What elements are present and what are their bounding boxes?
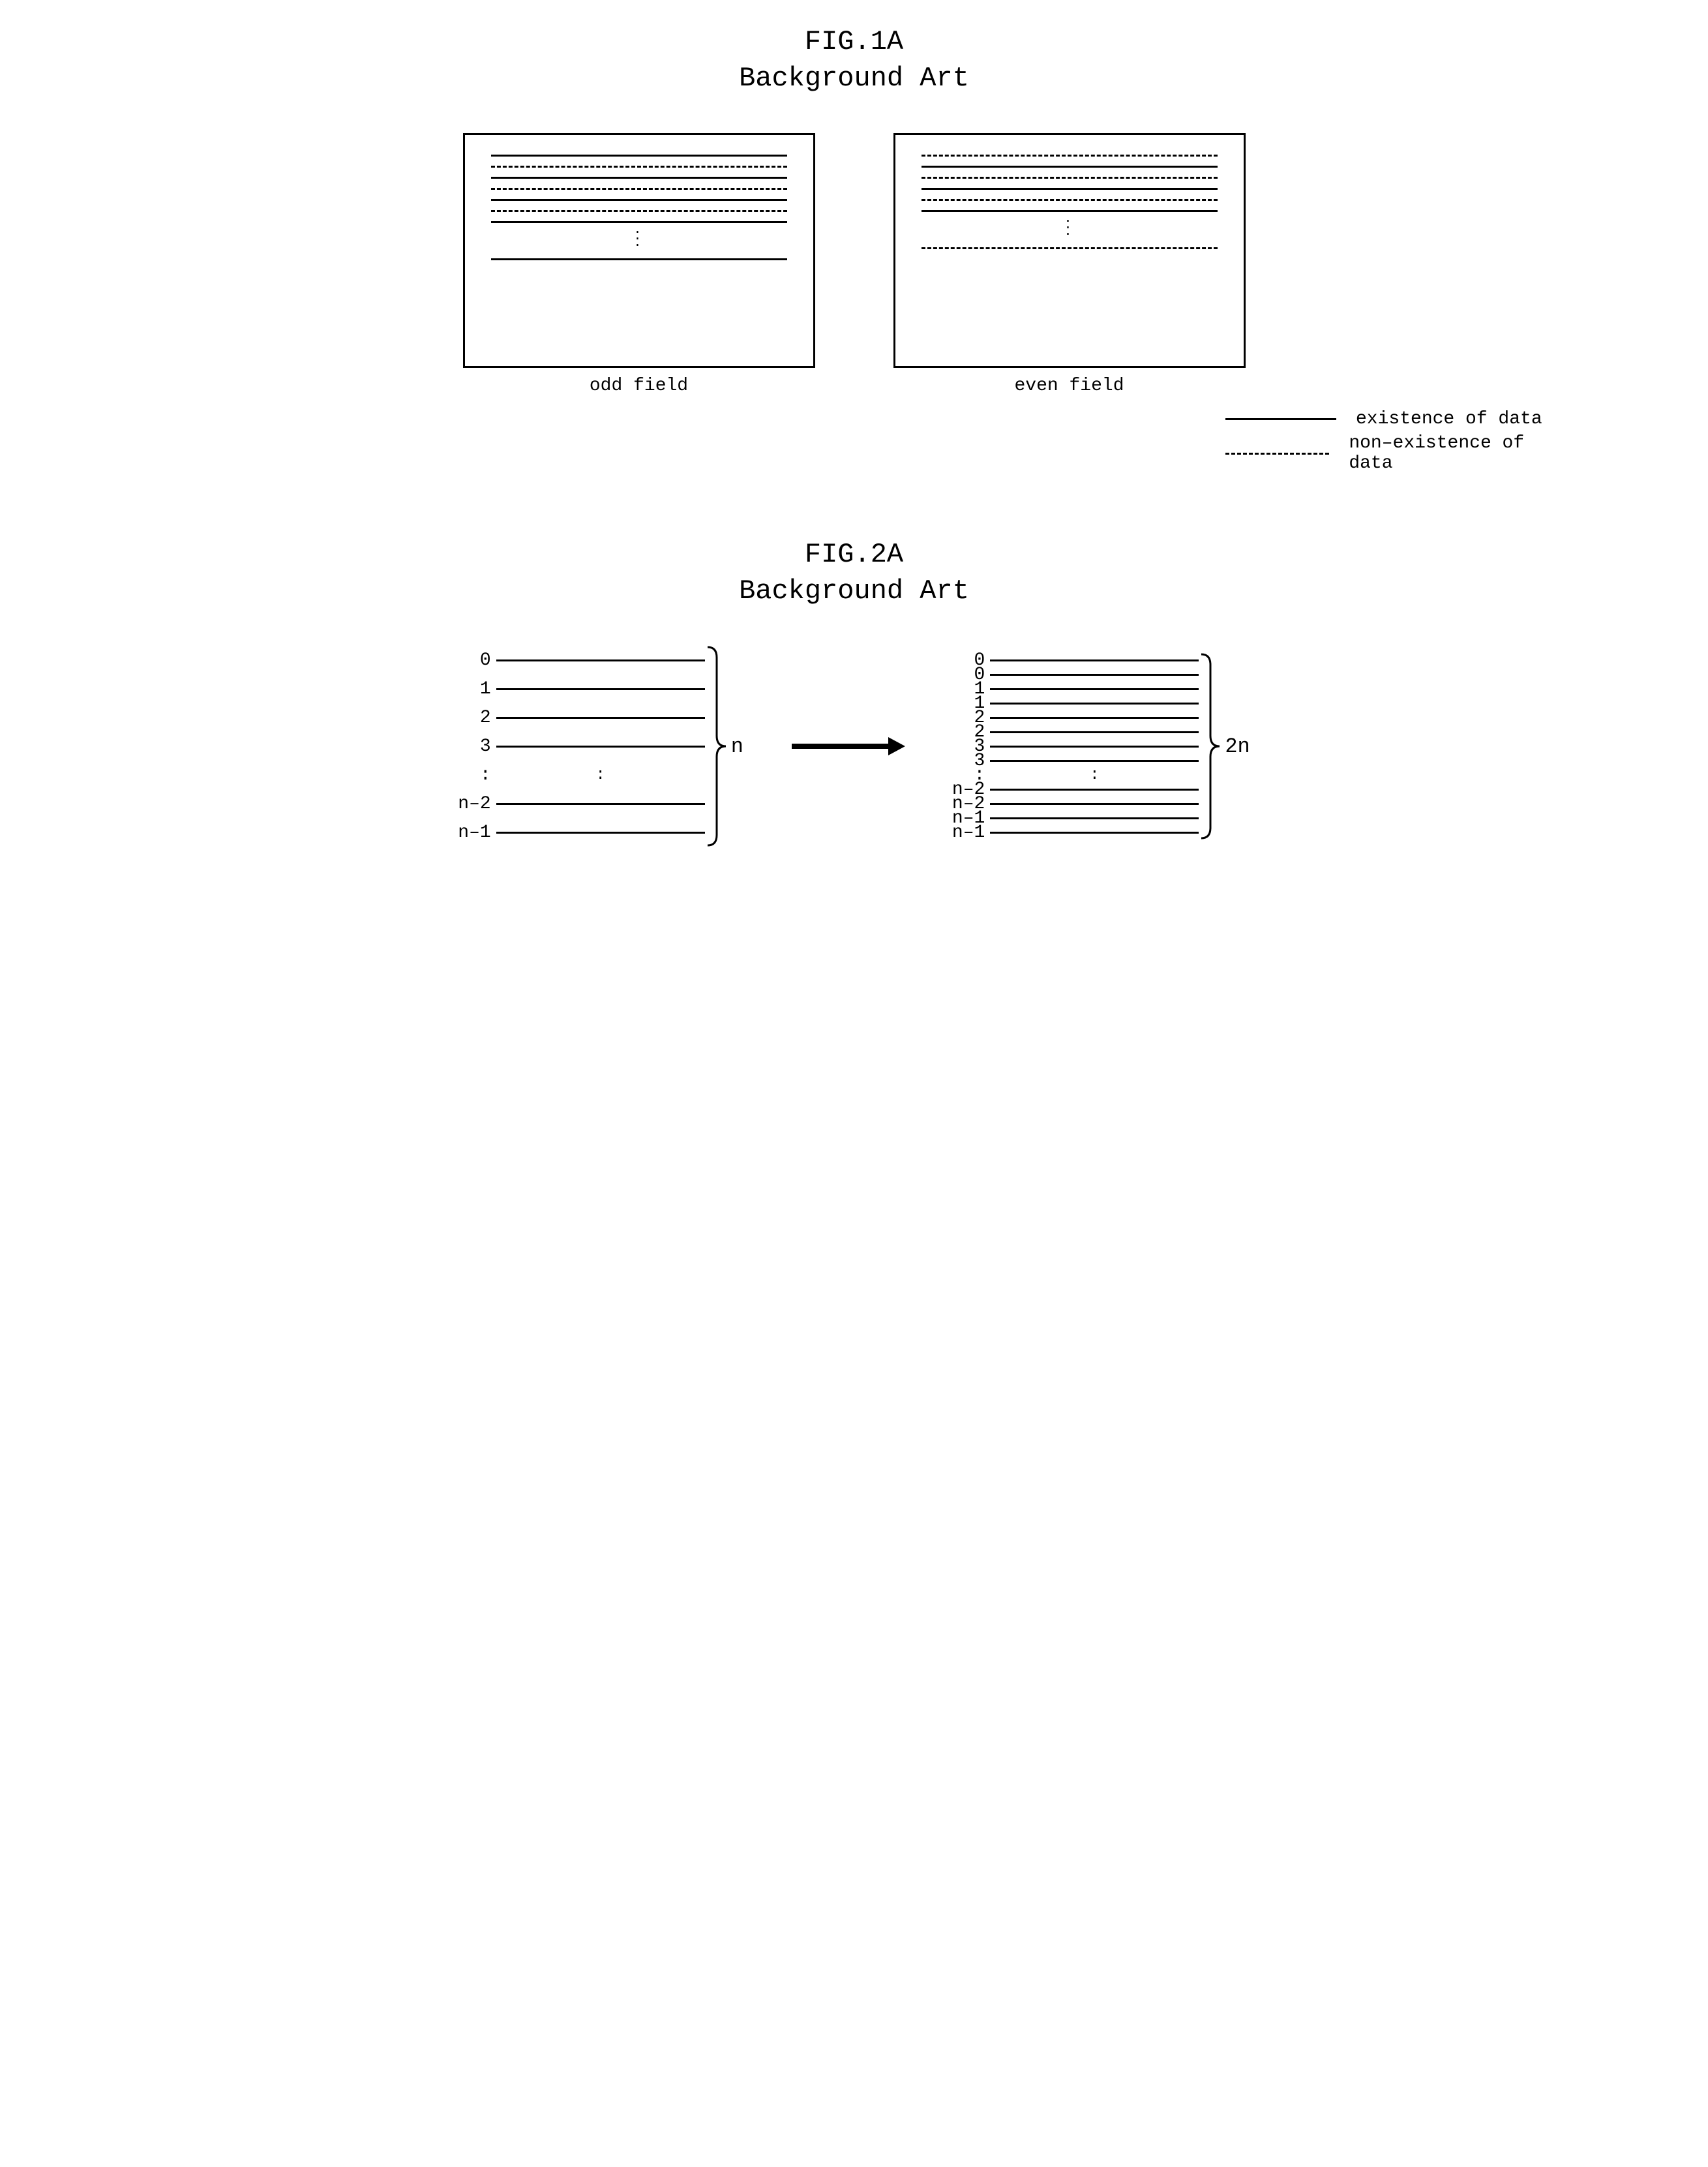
scanline-row xyxy=(496,674,705,703)
dashed-scanline xyxy=(921,199,1218,201)
scanline-row xyxy=(496,818,705,847)
right-brace: 2n xyxy=(1199,653,1250,840)
line-label: 3 xyxy=(480,732,491,761)
scanline-row xyxy=(990,825,1199,840)
right-labels-col: 00112233:n–2n–2n–1n–1 xyxy=(952,653,990,840)
fig1-subtitle: Background Art xyxy=(26,63,1682,94)
solid-scanline xyxy=(921,166,1218,168)
solid-scanline xyxy=(491,221,787,223)
left-lines-col: : xyxy=(496,646,705,847)
scanline-row xyxy=(990,667,1199,682)
line-label: 0 xyxy=(480,646,491,674)
scanline-row xyxy=(496,703,705,732)
scanline-row xyxy=(990,696,1199,710)
dashed-scanline xyxy=(491,188,787,190)
legend-dashed-text: non–existence of data xyxy=(1349,433,1565,474)
scanline-row xyxy=(990,811,1199,825)
fig1-title: FIG.1A xyxy=(26,26,1682,57)
left-count-label: n xyxy=(731,735,743,759)
left-line-group: 0123:n–2n–1 : n xyxy=(458,646,743,847)
vertical-dots-icon: · · · xyxy=(921,219,1218,238)
solid-scanline xyxy=(921,188,1218,190)
arrow xyxy=(789,733,906,759)
dashed-scanline xyxy=(921,155,1218,157)
solid-scanline xyxy=(491,155,787,157)
odd-field-panel: · · · xyxy=(463,133,815,368)
line-label: n–1 xyxy=(952,825,985,840)
figure-1a: FIG.1A Background Art · · · odd field · … xyxy=(26,26,1682,474)
right-lines-col: : xyxy=(990,653,1199,840)
legend-solid-line-icon xyxy=(1225,418,1336,420)
vertical-dots-icon: · · · xyxy=(491,230,787,249)
legend-row-dashed: non–existence of data xyxy=(1225,433,1565,474)
scanline-row xyxy=(990,653,1199,667)
right-count-label: 2n xyxy=(1225,735,1250,759)
legend-solid-text: existence of data xyxy=(1356,409,1542,429)
solid-scanline xyxy=(491,258,787,260)
fig2-subtitle: Background Art xyxy=(26,575,1682,607)
even-field-panel-wrap: · · · even field xyxy=(893,133,1246,396)
dashed-scanline xyxy=(921,177,1218,179)
legend-row-solid: existence of data xyxy=(1225,409,1542,429)
scanline-row xyxy=(496,646,705,674)
scanline-row xyxy=(990,796,1199,811)
dashed-scanline xyxy=(491,210,787,212)
scanline-row: : xyxy=(496,761,705,789)
left-labels-col: 0123:n–2n–1 xyxy=(458,646,496,847)
dashed-scanline xyxy=(491,166,787,168)
scanline-row xyxy=(990,782,1199,796)
scanline-row xyxy=(990,725,1199,739)
fig1-panels: · · · odd field · · · even field xyxy=(26,133,1682,396)
scanline-row xyxy=(496,789,705,818)
solid-scanline xyxy=(921,210,1218,212)
legend-dashed-line-icon xyxy=(1225,453,1329,455)
scanline-row xyxy=(990,739,1199,753)
brace-icon xyxy=(1199,653,1221,840)
fig1-legend: existence of data non–existence of data xyxy=(1225,409,1565,474)
scanline-row xyxy=(990,682,1199,696)
left-brace: n xyxy=(705,646,743,847)
odd-field-panel-wrap: · · · odd field xyxy=(463,133,815,396)
scanline-row: : xyxy=(990,768,1199,782)
figure-2a: FIG.2A Background Art 0123:n–2n–1 : n 00… xyxy=(26,539,1682,847)
line-label: : xyxy=(480,761,491,789)
line-label: 2 xyxy=(480,703,491,732)
scanline-row xyxy=(990,710,1199,725)
line-label: n–2 xyxy=(458,789,490,818)
scanline-row xyxy=(496,732,705,761)
fig2-title: FIG.2A xyxy=(26,539,1682,570)
even-field-panel: · · · xyxy=(893,133,1246,368)
odd-field-caption: odd field xyxy=(590,376,688,396)
solid-scanline xyxy=(491,199,787,201)
even-field-caption: even field xyxy=(1014,376,1124,396)
line-label: 1 xyxy=(480,674,491,703)
dashed-scanline xyxy=(921,247,1218,249)
solid-scanline xyxy=(491,177,787,179)
arrow-icon xyxy=(789,733,906,759)
right-line-group: 00112233:n–2n–2n–1n–1 : 2n xyxy=(952,653,1250,840)
line-label: n–1 xyxy=(458,818,490,847)
brace-icon xyxy=(705,646,727,847)
fig2-container: 0123:n–2n–1 : n 00112233:n–2n–2n–1n–1 : … xyxy=(26,646,1682,847)
